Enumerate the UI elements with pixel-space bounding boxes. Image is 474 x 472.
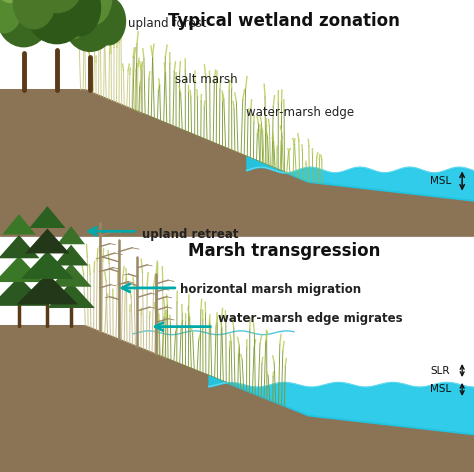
- Ellipse shape: [0, 0, 50, 47]
- Ellipse shape: [25, 0, 62, 40]
- Text: MSL: MSL: [430, 384, 451, 395]
- Ellipse shape: [64, 0, 91, 12]
- Ellipse shape: [0, 0, 22, 33]
- Text: Typical wetland zonation: Typical wetland zonation: [168, 12, 401, 30]
- Ellipse shape: [59, 0, 100, 36]
- Polygon shape: [0, 277, 47, 306]
- Text: water-marsh edge migrates: water-marsh edge migrates: [218, 312, 403, 325]
- Text: upland retreat: upland retreat: [142, 228, 239, 241]
- Polygon shape: [0, 235, 39, 258]
- Ellipse shape: [20, 0, 47, 8]
- Polygon shape: [25, 228, 70, 253]
- Ellipse shape: [32, 0, 82, 13]
- Polygon shape: [0, 256, 44, 282]
- Ellipse shape: [91, 0, 126, 45]
- Text: horizontal marsh migration: horizontal marsh migration: [180, 283, 361, 296]
- Polygon shape: [47, 282, 95, 308]
- Ellipse shape: [27, 0, 87, 43]
- Polygon shape: [2, 214, 36, 235]
- Polygon shape: [21, 251, 74, 279]
- Ellipse shape: [55, 0, 89, 39]
- Text: SLR: SLR: [430, 365, 449, 376]
- Ellipse shape: [2, 0, 46, 17]
- Ellipse shape: [65, 0, 115, 51]
- Polygon shape: [17, 273, 78, 304]
- Text: Marsh transgression: Marsh transgression: [188, 242, 381, 260]
- Ellipse shape: [87, 0, 112, 17]
- Text: salt marsh: salt marsh: [175, 73, 238, 86]
- Ellipse shape: [0, 0, 26, 2]
- Polygon shape: [29, 206, 65, 228]
- Polygon shape: [57, 226, 85, 244]
- Ellipse shape: [13, 0, 55, 29]
- Ellipse shape: [53, 0, 83, 2]
- Polygon shape: [54, 244, 88, 265]
- Polygon shape: [51, 263, 91, 287]
- Text: upland forest: upland forest: [128, 17, 207, 30]
- Ellipse shape: [70, 0, 110, 25]
- Text: MSL: MSL: [430, 176, 451, 186]
- Text: water-marsh edge: water-marsh edge: [246, 106, 355, 119]
